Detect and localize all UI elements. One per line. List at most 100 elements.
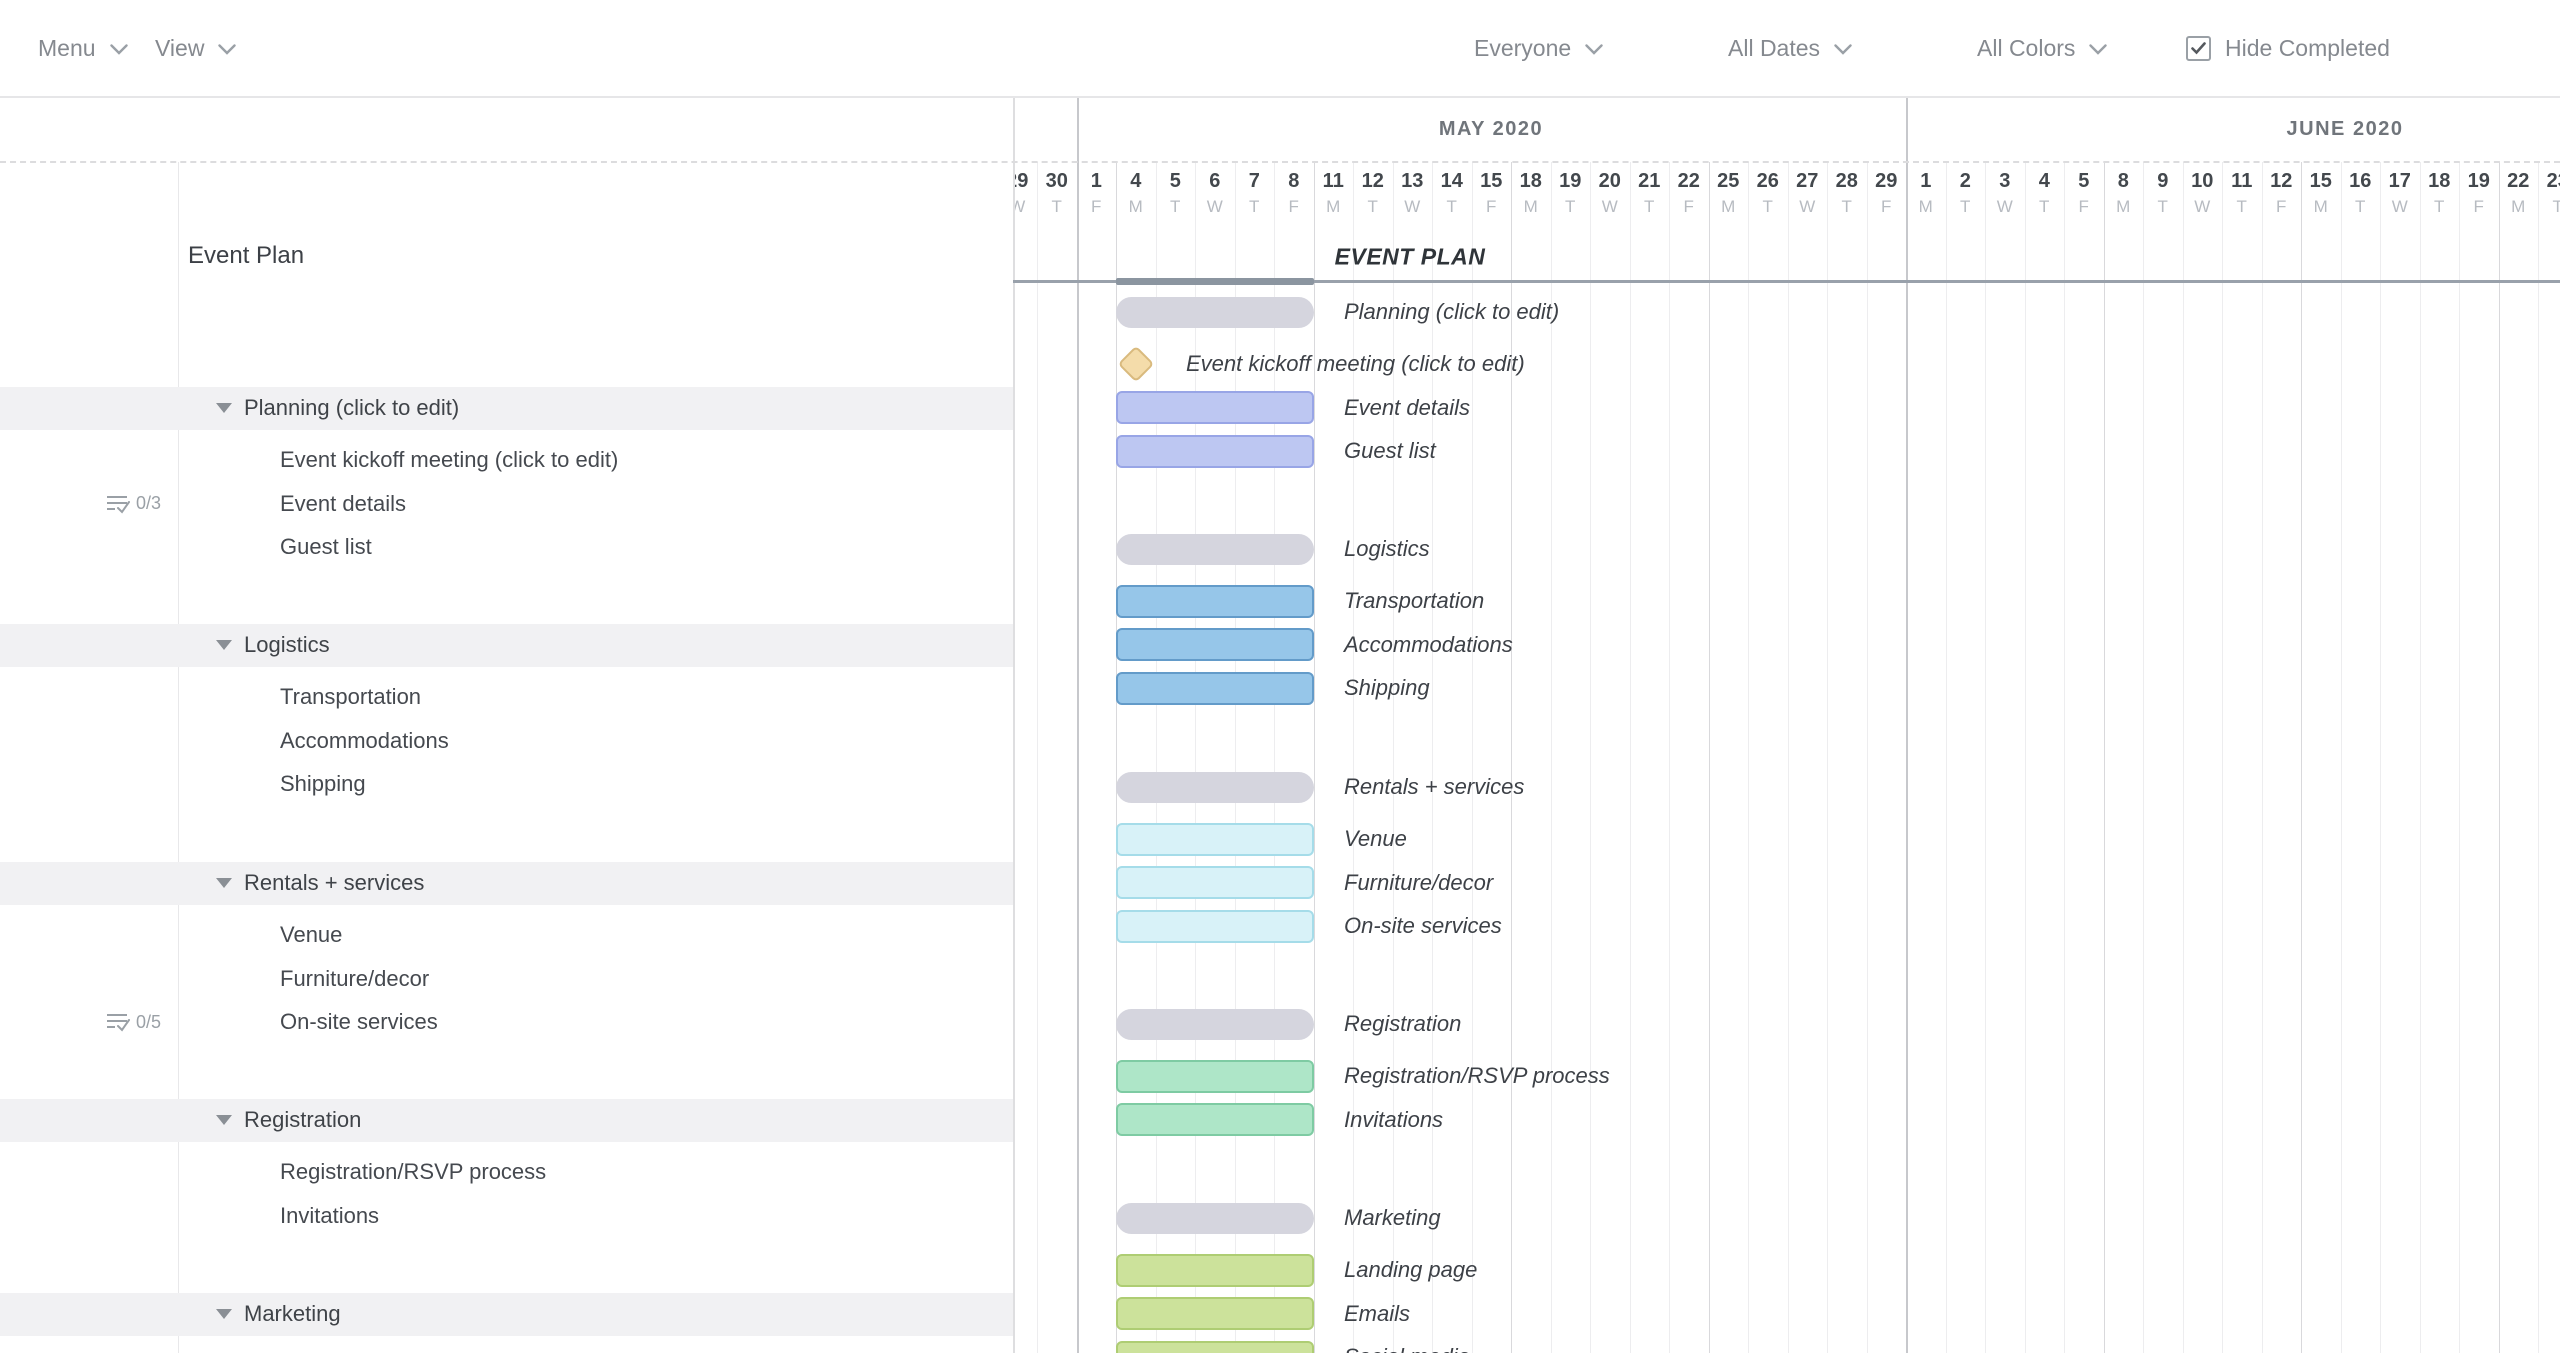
- day-gridline: [1827, 162, 1828, 1353]
- task-chart-label[interactable]: Shipping: [1344, 675, 1430, 700]
- checklist-badge[interactable]: 0/5: [106, 1011, 161, 1033]
- task-label[interactable]: Venue: [280, 922, 343, 947]
- colors-filter-dropdown[interactable]: All Colors: [1977, 0, 2108, 96]
- task-label[interactable]: Invitations: [280, 1202, 380, 1228]
- group-chart-label[interactable]: Logistics: [1344, 536, 1430, 561]
- group-bar[interactable]: [1116, 1008, 1314, 1040]
- group-bar[interactable]: [1116, 771, 1314, 803]
- task-chart-label[interactable]: Invitations: [1344, 1106, 1444, 1132]
- week-gridline: [1116, 162, 1117, 1353]
- group-label[interactable]: Rentals + services: [244, 870, 425, 895]
- project-title[interactable]: Event Plan: [188, 242, 305, 269]
- task-chart-label[interactable]: Registration/RSVP process: [1344, 1063, 1610, 1088]
- menu-dropdown[interactable]: Menu: [38, 0, 128, 96]
- task-label[interactable]: Accommodations: [280, 727, 449, 753]
- task-bar[interactable]: [1116, 1297, 1314, 1330]
- task-bar[interactable]: [1116, 1059, 1314, 1093]
- day-number: 15: [2309, 170, 2332, 192]
- task-label[interactable]: Transportation: [280, 684, 422, 709]
- group-row[interactable]: Registration: [0, 1098, 1013, 1142]
- task-chart-label[interactable]: Guest list: [1344, 438, 1436, 463]
- collapse-triangle-icon[interactable]: [216, 1115, 232, 1125]
- day-number: 10: [2191, 170, 2214, 192]
- task-label[interactable]: Event details: [280, 490, 406, 516]
- task-chart-label[interactable]: Venue: [1344, 826, 1407, 851]
- task-chart-label[interactable]: Social media: [1344, 1344, 1470, 1353]
- group-chart-label[interactable]: Registration: [1344, 1011, 1462, 1036]
- people-filter-dropdown[interactable]: Everyone: [1474, 0, 1603, 96]
- task-chart-label[interactable]: Transportation: [1344, 588, 1485, 613]
- task-bar[interactable]: [1116, 628, 1314, 661]
- chevron-down-icon: [218, 41, 237, 55]
- collapse-triangle-icon[interactable]: [216, 878, 232, 888]
- task-bar[interactable]: [1116, 866, 1314, 899]
- group-bar[interactable]: [1116, 533, 1314, 565]
- group-row[interactable]: Logistics: [0, 623, 1013, 667]
- task-label[interactable]: On-site services: [280, 1009, 438, 1034]
- day-of-week: F: [2276, 197, 2287, 216]
- day-header-cell: 26 T: [1748, 168, 1788, 220]
- day-number: 14: [1440, 170, 1463, 192]
- hide-completed-checkbox[interactable]: [2186, 35, 2211, 61]
- task-bar[interactable]: [1116, 434, 1314, 468]
- task-bar[interactable]: [1116, 1253, 1314, 1287]
- task-bar[interactable]: [1116, 671, 1314, 705]
- task-chart-label[interactable]: Furniture/decor: [1344, 869, 1494, 895]
- chevron-down-icon: [1834, 41, 1852, 55]
- group-bar[interactable]: [1116, 296, 1314, 328]
- day-header-cell: 13 W: [1393, 168, 1433, 220]
- day-number: 29: [1875, 170, 1898, 192]
- group-row[interactable]: Planning (click to edit): [0, 386, 1013, 430]
- group-chart-label[interactable]: Rentals + services: [1344, 774, 1525, 799]
- group-bar[interactable]: [1116, 1202, 1314, 1234]
- milestone-diamond[interactable]: [1117, 345, 1155, 383]
- task-label[interactable]: Furniture/decor: [280, 965, 430, 991]
- day-of-week: M: [1326, 197, 1341, 216]
- group-row[interactable]: Marketing: [0, 1292, 1013, 1336]
- task-chart-label[interactable]: Event details: [1344, 394, 1470, 420]
- task-chart-label[interactable]: Landing page: [1344, 1257, 1478, 1282]
- task-bar[interactable]: [1116, 909, 1314, 943]
- project-timeline-thick-segment[interactable]: [1116, 278, 1314, 285]
- task-bar[interactable]: [1116, 1340, 1314, 1353]
- task-label[interactable]: Registration/RSVP process: [280, 1159, 547, 1184]
- group-label[interactable]: Registration: [244, 1107, 362, 1132]
- task-chart-label[interactable]: Emails: [1344, 1300, 1411, 1326]
- checklist-badge[interactable]: 0/3: [106, 493, 161, 515]
- task-bar[interactable]: [1116, 822, 1314, 856]
- day-of-week: T: [1762, 197, 1773, 216]
- day-header-cell: 27 W: [1788, 168, 1828, 220]
- dates-filter-dropdown[interactable]: All Dates: [1728, 0, 1852, 96]
- collapse-triangle-icon[interactable]: [216, 403, 232, 413]
- task-chart-label[interactable]: Event kickoff meeting (click to edit): [1186, 351, 1525, 376]
- day-header-cell: 29 F: [1867, 168, 1907, 220]
- task-label[interactable]: Shipping: [280, 771, 366, 796]
- task-bar[interactable]: [1116, 391, 1314, 424]
- day-gridline: [1274, 162, 1275, 1353]
- task-chart-label[interactable]: Accommodations: [1344, 631, 1513, 657]
- day-number: 20: [1598, 170, 1621, 192]
- group-row[interactable]: Rentals + services: [0, 861, 1013, 905]
- group-chart-label[interactable]: Marketing: [1344, 1205, 1441, 1230]
- view-dropdown[interactable]: View: [155, 0, 237, 96]
- group-label[interactable]: Logistics: [244, 632, 330, 657]
- day-of-week: F: [1288, 197, 1299, 216]
- group-label[interactable]: Marketing: [244, 1301, 341, 1326]
- task-label[interactable]: Guest list: [280, 534, 372, 559]
- day-of-week: T: [1960, 197, 1971, 216]
- task-label[interactable]: Event kickoff meeting (click to edit): [280, 447, 619, 472]
- task-bar[interactable]: [1116, 1103, 1314, 1136]
- collapse-triangle-icon[interactable]: [216, 640, 232, 650]
- chevron-down-icon: [2089, 41, 2108, 55]
- group-label[interactable]: Planning (click to edit): [244, 395, 460, 420]
- day-header-cell: 23 T: [2538, 168, 2560, 220]
- day-of-week: T: [2039, 197, 2050, 216]
- task-bar[interactable]: [1116, 584, 1314, 618]
- collapse-triangle-icon[interactable]: [216, 1309, 232, 1319]
- hide-completed-toggle[interactable]: Hide Completed: [2186, 0, 2390, 96]
- task-chart-label[interactable]: On-site services: [1344, 913, 1502, 938]
- day-of-week: F: [1683, 197, 1694, 216]
- group-chart-label[interactable]: Planning (click to edit): [1344, 299, 1560, 324]
